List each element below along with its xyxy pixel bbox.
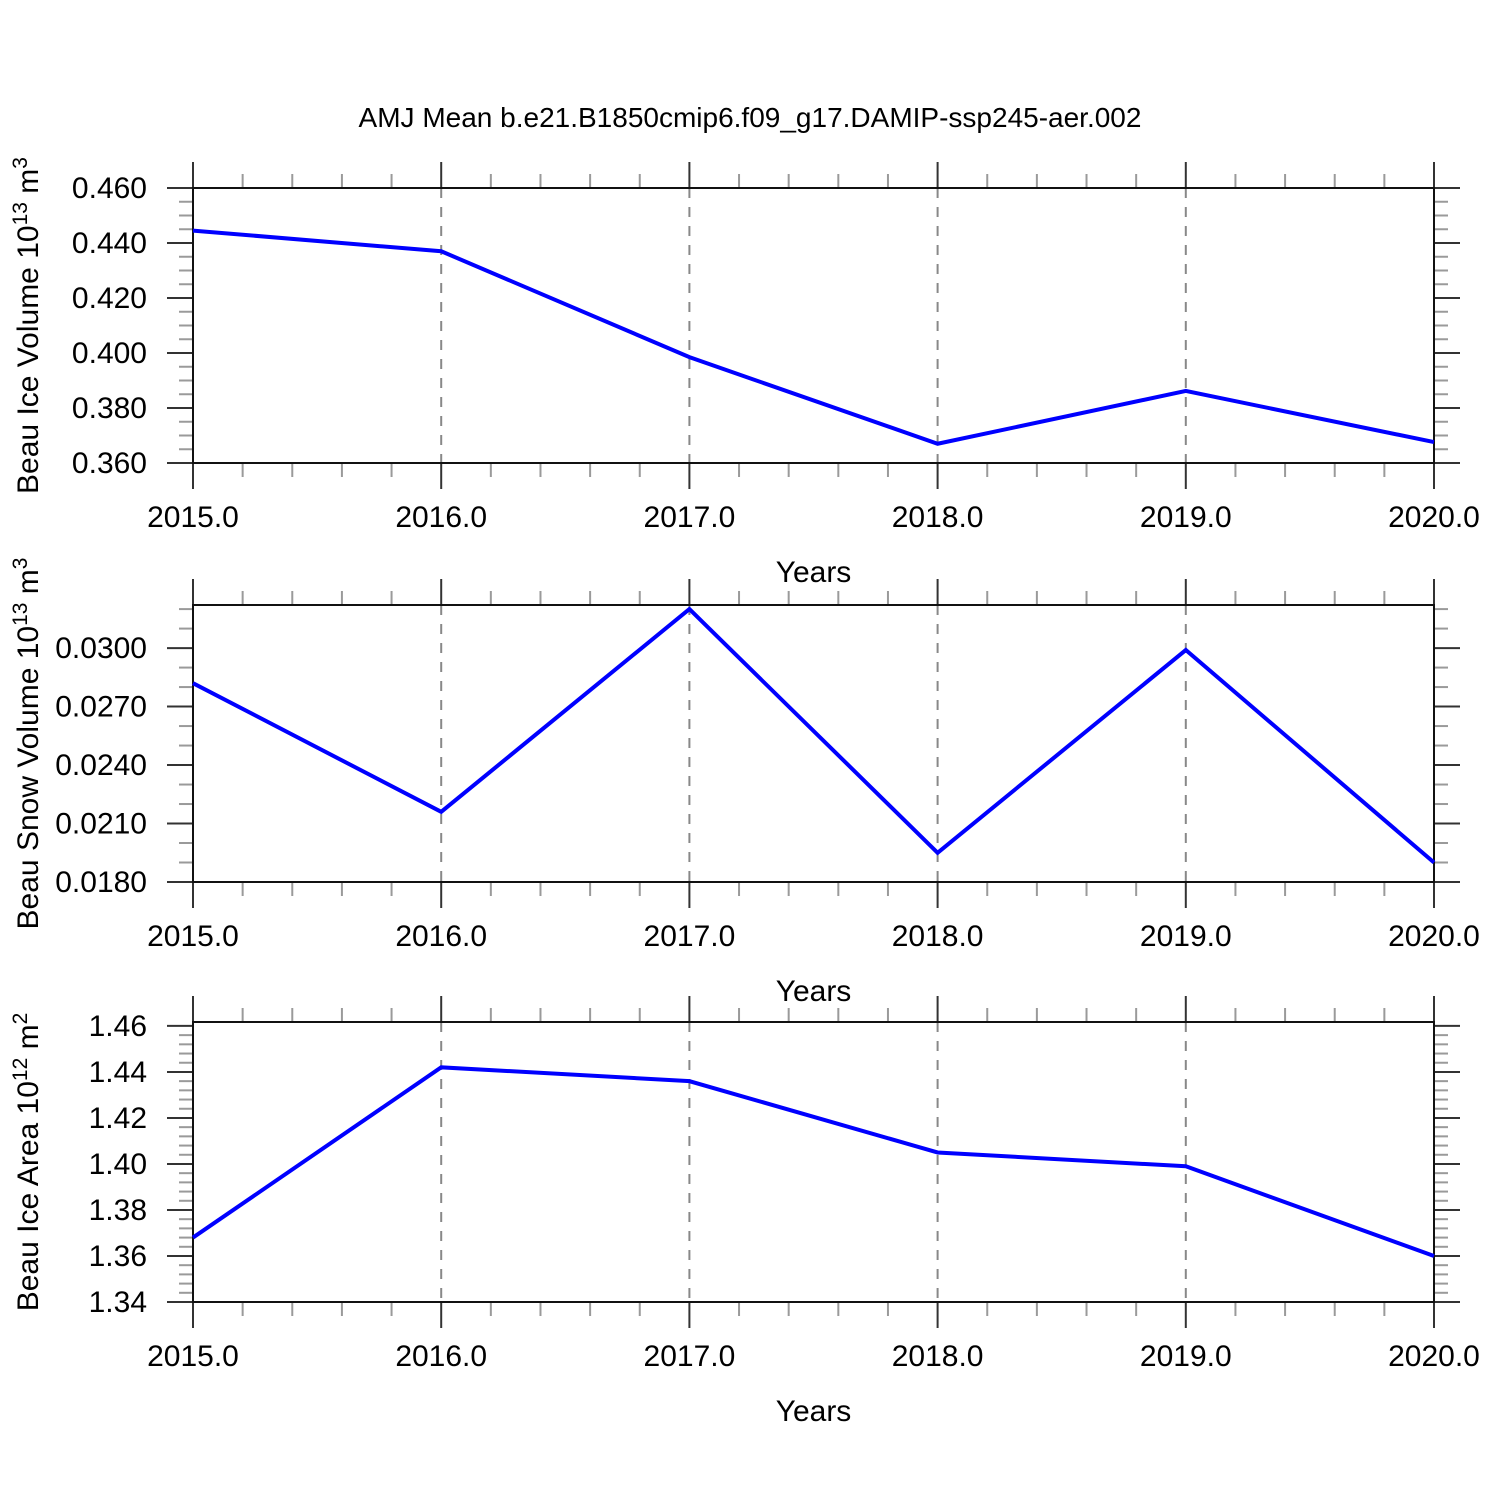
y-tick-label: 1.46 [89, 1010, 147, 1043]
snow-volume-chart: 2015.0 2016.0 2017.0 2018.0 2019.0 2020.0 0.01… [9, 558, 1480, 1008]
x-axis-title: Years [776, 1395, 852, 1428]
y-tick-label: 0.400 [72, 337, 147, 370]
x-tick-label: 2020.0 [1388, 920, 1480, 953]
x-tick-label: 2015.0 [147, 501, 239, 534]
x-tick-label: 2018.0 [892, 501, 984, 534]
y-tick-label: 0.0180 [55, 866, 147, 899]
x-tick-label: 2018.0 [892, 920, 984, 953]
y-tick-label: 1.38 [89, 1194, 147, 1227]
y-axis-title: Beau Ice Volume 1013 m3 [9, 157, 45, 494]
y-tick-label: 1.42 [89, 1102, 147, 1135]
x-tick-label: 2020.0 [1388, 1340, 1480, 1373]
x-tick-label: 2017.0 [644, 1340, 736, 1373]
x-tick-label: 2019.0 [1140, 1340, 1232, 1373]
y-tick-label: 0.420 [72, 282, 147, 315]
x-axis-title: Years [776, 556, 852, 589]
y-tick-label: 1.44 [89, 1056, 147, 1089]
x-tick-label: 2019.0 [1140, 920, 1232, 953]
x-tick-label: 2017.0 [644, 920, 736, 953]
data-line [191, 1065, 1435, 1258]
x-tick-label: 2016.0 [395, 920, 487, 953]
y-tick-label: 0.0210 [55, 808, 147, 841]
x-tick-label: 2016.0 [395, 1340, 487, 1373]
plot-frame [192, 1021, 1435, 1303]
x-tick-label: 2015.0 [147, 1340, 239, 1373]
y-tick-label: 0.440 [72, 227, 147, 260]
x-tick-label: 2019.0 [1140, 501, 1232, 534]
plot-frame [192, 187, 1435, 464]
y-tick-label: 1.40 [89, 1148, 147, 1181]
data-line [192, 228, 1435, 446]
y-tick-label: 0.460 [72, 172, 147, 205]
chart-title: AMJ Mean b.e21.B1850cmip6.f09_g17.DAMIP-… [358, 102, 1142, 133]
ice-area-chart: 2015.0 2016.0 2017.0 2018.0 2019.0 2020.0 1.34… [9, 996, 1480, 1428]
x-tick-label: 2018.0 [892, 1340, 984, 1373]
ice-volume-chart: 2015.0 2016.0 2017.0 2018.0 2019.0 2020.0 0.36… [9, 157, 1480, 589]
x-tick-label: 2016.0 [395, 501, 487, 534]
data-line [192, 606, 1436, 865]
x-axis-title: Years [776, 975, 852, 1008]
y-tick-label: 0.380 [72, 392, 147, 425]
x-tick-label: 2020.0 [1388, 501, 1480, 534]
y-tick-label: 0.360 [72, 447, 147, 480]
y-tick-label: 0.0300 [55, 632, 147, 665]
y-tick-label: 0.0270 [55, 691, 147, 724]
y-tick-label: 1.34 [89, 1286, 147, 1319]
x-tick-label: 2015.0 [147, 920, 239, 953]
y-tick-label: 0.0240 [55, 749, 147, 782]
y-tick-label: 1.36 [89, 1240, 147, 1273]
x-tick-label: 2017.0 [644, 501, 736, 534]
y-axis-title: Beau Snow Volume 1013 m3 [9, 558, 45, 930]
y-axis-title: Beau Ice Area 1012 m2 [9, 1013, 45, 1312]
plot-frame [192, 604, 1435, 883]
